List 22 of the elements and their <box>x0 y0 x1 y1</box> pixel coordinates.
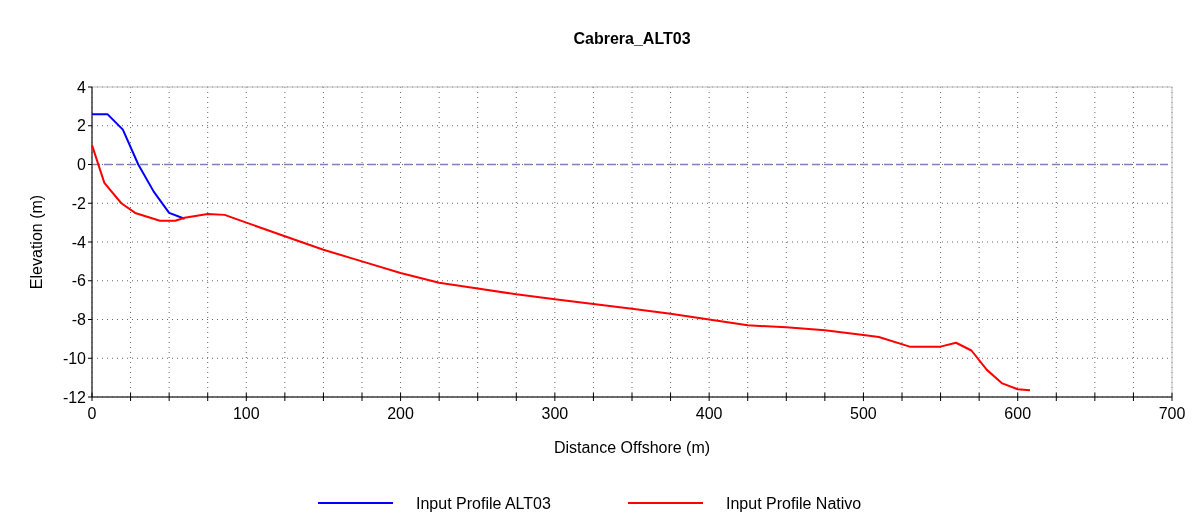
y-tick-label: -2 <box>71 194 87 212</box>
x-tick-label: 700 <box>1158 405 1186 422</box>
y-axis-title: Elevation (m) <box>28 194 45 290</box>
y-tick-label: 2 <box>77 117 87 135</box>
x-tick-label: 600 <box>1004 405 1032 422</box>
x-axis-title: Distance Offshore (m) <box>553 439 711 456</box>
y-tick-label: -4 <box>71 233 87 251</box>
x-tick-label: 300 <box>541 405 569 422</box>
legend-label: Input Profile Nativo <box>726 495 862 512</box>
y-tick-label: 0 <box>77 156 87 174</box>
x-tick-label: 400 <box>695 405 723 422</box>
y-tick-label: -10 <box>62 349 87 367</box>
y-tick-label: -8 <box>71 311 87 329</box>
y-tick-label: -12 <box>62 388 87 406</box>
y-tick-label: 4 <box>77 78 87 96</box>
x-tick-label: 100 <box>232 405 260 422</box>
chart-title: Cabrera_ALT03 <box>573 30 691 47</box>
line-series <box>91 144 1032 392</box>
x-tick-label: 500 <box>850 405 877 422</box>
legend-label: Input Profile ALT03 <box>416 495 551 512</box>
x-tick-label: 200 <box>387 405 415 422</box>
y-tick-label: -6 <box>71 272 87 290</box>
